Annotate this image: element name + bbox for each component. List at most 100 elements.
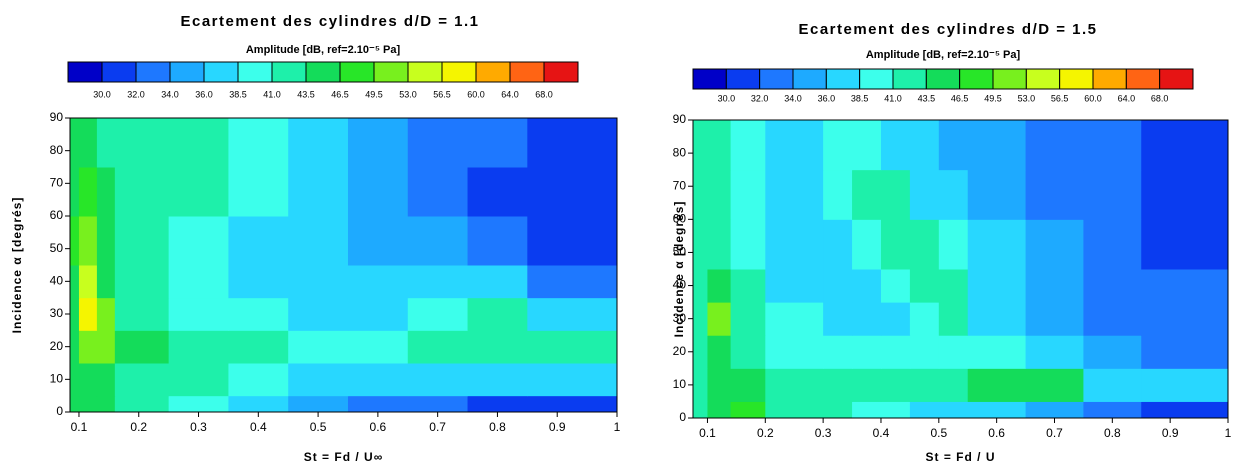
contour-cell xyxy=(730,302,766,336)
contour-cell xyxy=(765,335,824,369)
contour-cell xyxy=(823,269,853,303)
contour-cell xyxy=(467,216,528,266)
contour-cell xyxy=(1141,120,1229,171)
y-tick-label: 0 xyxy=(56,404,63,418)
x-tick-label: 0.9 xyxy=(549,420,566,434)
y-axis-label: Incidence α [degrés] xyxy=(672,201,686,338)
contour-cell xyxy=(967,269,1027,303)
y-tick-label: 30 xyxy=(50,306,64,320)
colorbar-label: 49.5 xyxy=(365,89,383,99)
colorbar-cell xyxy=(759,68,794,90)
y-tick-label: 30 xyxy=(673,311,687,325)
contour-cell xyxy=(527,118,618,168)
x-tick-label: 0.5 xyxy=(310,420,327,434)
contour-cell xyxy=(347,118,409,168)
contour-cell xyxy=(707,335,732,369)
colorbar-label: 30.0 xyxy=(718,93,736,103)
contour-cell xyxy=(114,167,170,217)
contour-cell xyxy=(228,395,289,413)
colorbar-label: 46.5 xyxy=(331,89,349,99)
contour-cell xyxy=(407,363,469,397)
x-axis-label: St = Fd / U∞ xyxy=(304,450,384,464)
contour-cell xyxy=(168,297,229,331)
contour-cell xyxy=(1025,368,1084,402)
contour-cell xyxy=(880,169,911,220)
colorbar-cell xyxy=(407,61,443,83)
contour-cell xyxy=(693,219,708,270)
y-tick-label: 20 xyxy=(673,344,687,358)
contour-cell xyxy=(852,368,882,402)
contour-cell xyxy=(730,219,766,270)
colorbar-cell xyxy=(892,68,927,90)
contour-cell xyxy=(467,330,528,364)
contour-cell xyxy=(70,216,80,266)
contour-cell xyxy=(852,120,882,171)
contour-cell xyxy=(707,120,732,171)
colorbar-cell xyxy=(441,61,477,83)
contour-cell xyxy=(707,368,732,402)
contour-cell xyxy=(1025,335,1084,369)
contour-cell xyxy=(938,169,969,220)
contour-cell xyxy=(407,118,469,168)
contour-cell xyxy=(228,118,289,168)
y-tick-label: 40 xyxy=(50,274,64,288)
colorbar-label: 53.0 xyxy=(1018,93,1036,103)
y-tick-label: 90 xyxy=(673,112,687,126)
contour-cell xyxy=(347,363,409,397)
contour-cell xyxy=(938,269,969,303)
contour-cell xyxy=(730,169,766,220)
contour-cell xyxy=(823,368,853,402)
x-tick-label: 0.5 xyxy=(930,426,947,440)
contour-cell xyxy=(96,363,116,397)
x-tick-label: 0.4 xyxy=(250,420,267,434)
contour-cell xyxy=(693,335,708,369)
colorbar-cell xyxy=(1059,68,1094,90)
contour-cell xyxy=(730,401,766,419)
x-tick-label: 0.9 xyxy=(1162,426,1179,440)
contour-cell xyxy=(1141,401,1229,419)
colorbar-cell xyxy=(237,61,273,83)
colorbar-cell xyxy=(1025,68,1061,90)
contour-cell xyxy=(730,269,766,303)
contour-cell xyxy=(909,302,940,336)
colorbar-label: 36.0 xyxy=(195,89,213,99)
colorbar-cell xyxy=(101,61,137,83)
contour-cell xyxy=(1083,335,1142,369)
contour-cell xyxy=(347,216,409,266)
contour-cell xyxy=(852,169,882,220)
contour-cell xyxy=(228,330,289,364)
contour-cell xyxy=(852,401,882,419)
contour-cell xyxy=(880,368,911,402)
contour-cell xyxy=(1025,302,1084,336)
colorbar-cell xyxy=(1125,68,1161,90)
contour-cell xyxy=(909,335,940,369)
contour-cell xyxy=(407,330,469,364)
contour-cell xyxy=(1025,401,1084,419)
contour-cell xyxy=(114,395,170,413)
contour-cell xyxy=(407,167,469,217)
contour-cell xyxy=(407,216,469,266)
contour-cell xyxy=(707,302,732,336)
contour-cell xyxy=(823,169,853,220)
y-tick-label: 80 xyxy=(50,143,64,157)
contour-cell xyxy=(168,395,229,413)
contour-cell xyxy=(823,302,853,336)
contour-cell xyxy=(909,269,940,303)
contour-cell xyxy=(228,297,289,331)
colorbar-label: 36.0 xyxy=(818,93,836,103)
colorbar-title: Amplitude [dB, ref=2.10⁻⁵ Pa] xyxy=(246,44,401,56)
contour-cell xyxy=(527,265,618,299)
contour-cell xyxy=(967,302,1027,336)
y-tick-label: 90 xyxy=(50,110,64,124)
contour-cell xyxy=(880,401,911,419)
contour-cell xyxy=(407,265,469,299)
contour-cell xyxy=(1141,335,1229,369)
colorbar-label: 64.0 xyxy=(501,89,519,99)
contour-cell xyxy=(880,302,911,336)
contour-cell xyxy=(527,330,618,364)
contour-cell xyxy=(909,219,940,270)
contour-cell xyxy=(114,265,170,299)
x-tick-label: 0.3 xyxy=(815,426,832,440)
colorbar-cell xyxy=(859,68,894,90)
contour-cell xyxy=(693,269,708,303)
